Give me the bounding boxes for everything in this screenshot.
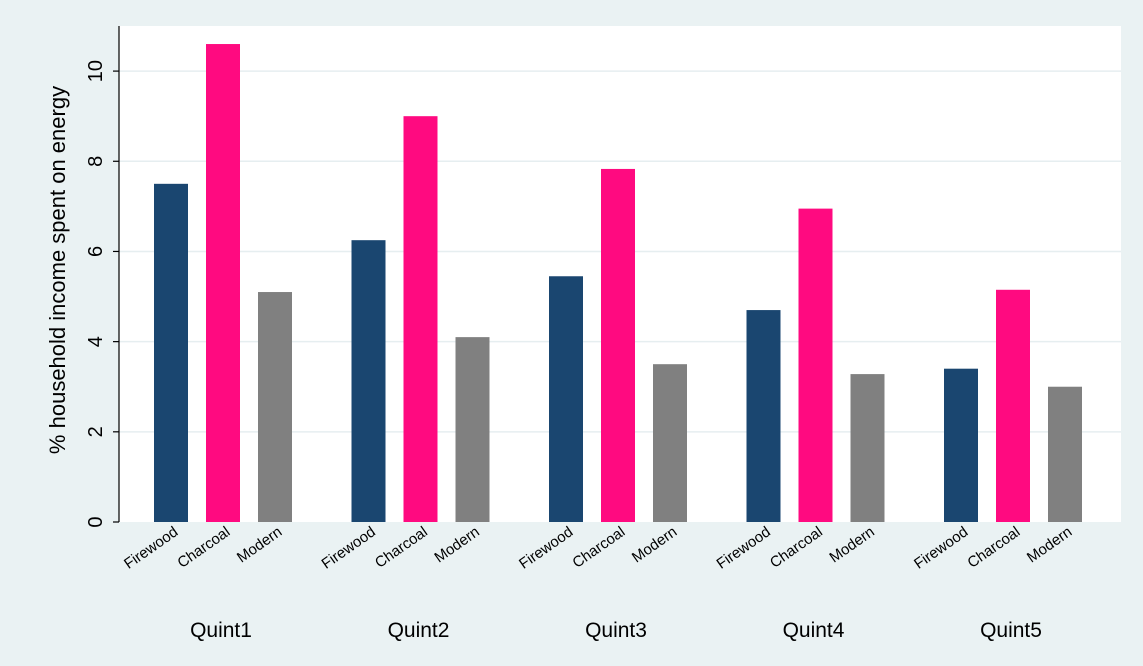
bar-modern-quint5	[1048, 386, 1082, 522]
bar-firewood-quint2	[351, 240, 386, 522]
x-category-label: Charcoal	[964, 523, 1023, 571]
y-tick-labels: 0 2 4 6 8 10	[85, 60, 107, 528]
bar-modern-quint2	[455, 337, 490, 522]
bar-firewood-quint1	[154, 183, 188, 522]
bar-charcoal-quint5	[996, 289, 1030, 522]
x-category-label: Modern	[629, 523, 680, 566]
x-category-label: Firewood	[318, 523, 378, 572]
x-group-label: Quint4	[783, 619, 845, 642]
x-category-label: Charcoal	[174, 523, 233, 571]
bar-charcoal-quint1	[206, 44, 240, 522]
x-category-label: Charcoal	[767, 523, 826, 571]
x-group-label: Quint1	[190, 619, 252, 642]
y-tick-label: 2	[85, 426, 107, 437]
x-category-label: Charcoal	[372, 523, 431, 571]
x-category-label: Modern	[431, 523, 482, 566]
x-group-label: Quint5	[980, 619, 1042, 642]
bar-firewood-quint4	[746, 310, 781, 522]
x-group-label: Quint3	[585, 619, 647, 642]
x-category-label: Firewood	[516, 523, 576, 572]
y-tick-label: 0	[85, 516, 107, 527]
x-category-label: Firewood	[911, 523, 971, 572]
y-tick-label: 4	[85, 336, 107, 347]
x-group-label: Quint2	[388, 619, 450, 642]
y-tick-label: 8	[85, 156, 107, 167]
bar-charcoal-quint4	[798, 208, 833, 523]
y-axis	[113, 26, 120, 523]
bar-firewood-quint5	[944, 368, 978, 522]
x-category-label: Modern	[826, 523, 877, 566]
bar-modern-quint4	[850, 374, 885, 522]
bar-charcoal-quint2	[403, 116, 438, 522]
bar-modern-quint3	[653, 364, 687, 522]
bar-charcoal-quint3	[601, 168, 635, 523]
x-category-label: Modern	[234, 523, 285, 566]
bars	[154, 44, 1082, 523]
x-category-label: Modern	[1024, 523, 1075, 566]
bar-firewood-quint3	[549, 276, 583, 522]
y-tick-label: 6	[85, 246, 107, 257]
x-category-label: Firewood	[713, 523, 773, 572]
x-category-label: Charcoal	[569, 523, 628, 571]
x-category-label: Firewood	[121, 523, 181, 572]
x-group-labels: Quint1 Quint2 Quint3 Quint4 Quint5	[190, 619, 1042, 642]
y-axis-label: % household income spent on energy	[45, 86, 70, 454]
bar-modern-quint1	[258, 292, 292, 522]
y-tick-label: 10	[85, 60, 107, 82]
